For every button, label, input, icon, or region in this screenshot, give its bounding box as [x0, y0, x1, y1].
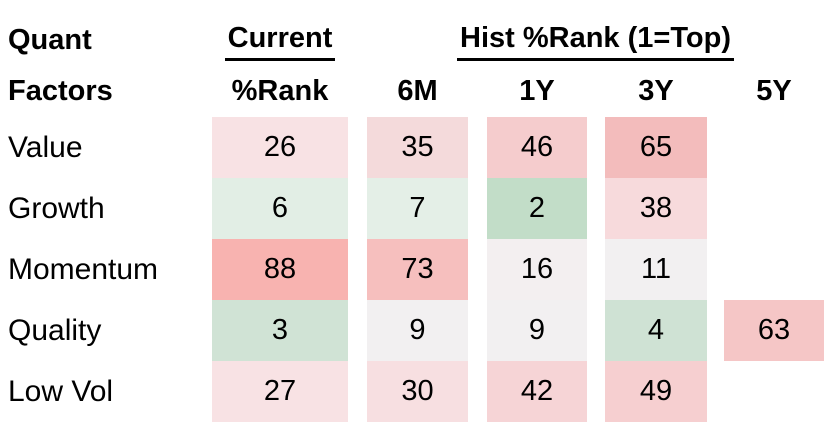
row-label-value: Value	[8, 130, 83, 164]
cell-quality-1y: 9	[487, 300, 587, 361]
row-label-growth: Growth	[8, 191, 105, 225]
cell-low-vol-5y	[724, 361, 824, 422]
cell-quality-6m: 9	[367, 300, 468, 361]
cell-quality-5y: 63	[724, 300, 824, 361]
cell-low-vol-rank: 27	[212, 361, 348, 422]
hist-group-label: Hist %Rank (1=Top)	[457, 20, 734, 61]
cell-growth-3y: 38	[605, 178, 707, 239]
cell-value-3y: 65	[605, 117, 707, 178]
cell-growth-rank: 6	[212, 178, 348, 239]
cell-value-5y	[724, 117, 824, 178]
row-label-momentum: Momentum	[8, 252, 159, 286]
col-header-1y: 1Y	[519, 75, 555, 107]
current-group-label: Current	[224, 20, 336, 61]
col-header-5y: 5Y	[756, 75, 792, 107]
cell-quality-3y: 4	[605, 300, 707, 361]
current-group-header: Current %Rank	[212, 0, 348, 117]
cell-low-vol-6m: 30	[367, 361, 468, 422]
corner-header: Quant Factors	[0, 0, 212, 117]
cell-growth-5y	[724, 178, 824, 239]
cell-low-vol-1y: 42	[487, 361, 587, 422]
cell-growth-6m: 7	[367, 178, 468, 239]
hist-group-header: Hist %Rank (1=Top)	[367, 0, 824, 117]
cell-low-vol-3y: 49	[605, 361, 707, 422]
cell-value-rank: 26	[212, 117, 348, 178]
cell-growth-1y: 2	[487, 178, 587, 239]
cell-value-1y: 46	[487, 117, 587, 178]
row-label-quality: Quality	[8, 313, 102, 347]
row-label-low-vol: Low Vol	[8, 374, 114, 408]
cell-momentum-3y: 11	[605, 239, 707, 300]
cell-value-6m: 35	[367, 117, 468, 178]
cell-momentum-rank: 88	[212, 239, 348, 300]
cell-momentum-5y	[724, 239, 824, 300]
corner-header-line2: Factors	[8, 75, 113, 107]
cell-momentum-6m: 73	[367, 239, 468, 300]
col-header-6m: 6M	[397, 75, 438, 107]
cell-quality-rank: 3	[212, 300, 348, 361]
corner-header-line1: Quant	[8, 24, 92, 56]
col-header-3y: 3Y	[638, 75, 674, 107]
cell-momentum-1y: 16	[487, 239, 587, 300]
current-sub-header: %Rank	[231, 75, 329, 107]
